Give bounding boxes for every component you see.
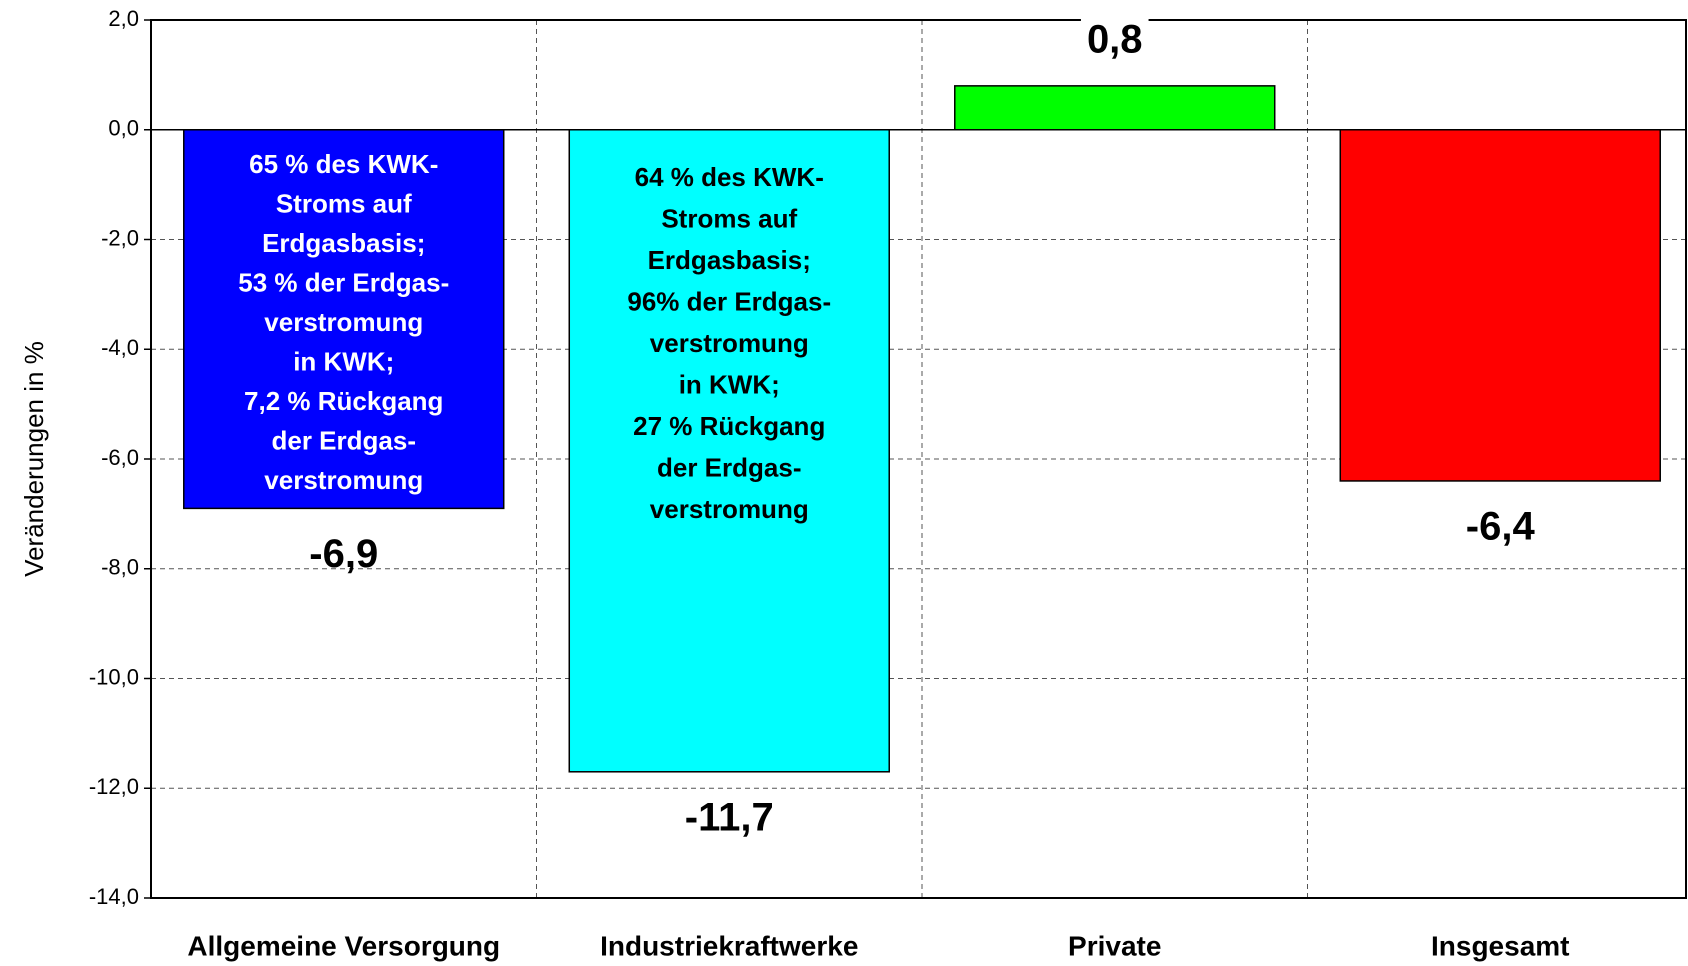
annotation-line: der Erdgas- [657, 452, 802, 482]
bar [568, 129, 890, 773]
annotation-line: verstromung [650, 328, 809, 358]
y-tick-label: -12,0 [89, 774, 139, 799]
annotation-line: 27 % Rückgang [633, 411, 825, 441]
x-tick-label: Insgesamt [1431, 930, 1570, 961]
label-background [1080, 17, 1149, 62]
y-tick-label: -10,0 [89, 664, 139, 689]
annotation-line: verstromung [264, 465, 423, 495]
annotation-line: 7,2 % Rückgang [244, 386, 443, 416]
y-tick-label: -8,0 [101, 555, 139, 580]
annotation-line: 64 % des KWK- [635, 162, 824, 192]
bar [183, 129, 505, 510]
annotation-line: 65 % des KWK- [249, 149, 438, 179]
value-label: -6,9 [309, 532, 378, 576]
annotation-line: Stroms auf [661, 203, 797, 233]
annotation-line: in KWK; [293, 346, 394, 376]
annotation-line: Erdgasbasis; [262, 228, 425, 258]
annotation-line: verstromung [650, 494, 809, 524]
x-tick-label: Private [1068, 930, 1161, 961]
value-label: -6,4 [1466, 505, 1536, 549]
value-label: 0,8 [1087, 17, 1143, 61]
x-tick-label: Allgemeine Versorgung [187, 930, 500, 961]
y-tick-label: -2,0 [101, 225, 139, 250]
annotation-line: Stroms auf [276, 188, 412, 218]
bar [1339, 129, 1661, 482]
bar [954, 85, 1276, 131]
y-tick-label: -14,0 [89, 884, 139, 909]
y-tick-label: -6,0 [101, 445, 139, 470]
annotation-line: 53 % der Erdgas- [238, 267, 449, 297]
y-tick-label: -4,0 [101, 335, 139, 360]
annotation-line: verstromung [264, 307, 423, 337]
plot-frame [150, 19, 1687, 899]
annotation-line: der Erdgas- [272, 425, 417, 455]
y-tick-label: 0,0 [108, 116, 139, 141]
y-axis-label: Veränderungen in % [19, 341, 49, 577]
annotation-line: Erdgasbasis; [648, 245, 811, 275]
annotation-line: 96% der Erdgas- [627, 286, 831, 316]
x-tick-label: Industriekraftwerke [600, 930, 858, 961]
y-tick-label: 2,0 [108, 6, 139, 31]
value-label: -11,7 [685, 795, 774, 839]
annotation-line: in KWK; [679, 369, 780, 399]
